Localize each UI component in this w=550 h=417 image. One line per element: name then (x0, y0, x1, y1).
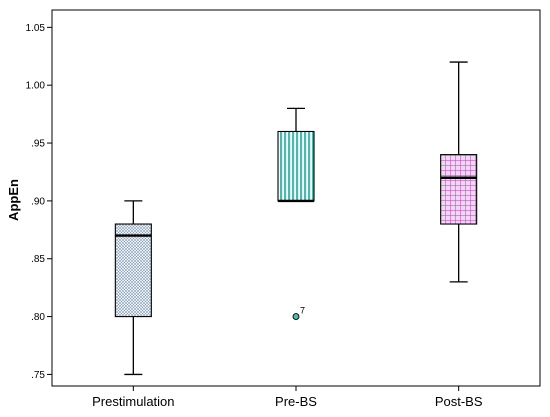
boxes-group: 7 (114, 61, 478, 376)
y-tick-label: .80 (31, 312, 45, 323)
outlier-point (292, 313, 300, 321)
x-axis: Prestimulation Pre-BS Post-BS (92, 386, 483, 409)
box-prestimulation (114, 200, 152, 376)
box-post-bs (440, 61, 478, 283)
iqr-box (114, 223, 152, 318)
iqr-box (440, 154, 478, 225)
y-tick-label: .90 (31, 196, 45, 207)
outlier-label: 7 (300, 306, 305, 316)
x-category-label: Post-BS (435, 394, 483, 409)
y-tick-label: .95 (31, 139, 45, 150)
y-axis: .75 .80 .85 .90 .95 1.00 1.05 (26, 23, 52, 381)
y-tick-label: .75 (31, 370, 45, 381)
y-tick-label: 1.00 (26, 81, 46, 92)
box-pre-bs: 7 (277, 107, 315, 321)
y-axis-label: AppEn (6, 179, 21, 221)
x-category-label: Pre-BS (275, 394, 317, 409)
x-category-label: Prestimulation (92, 394, 174, 409)
iqr-box (277, 130, 315, 202)
y-tick-label: 1.05 (26, 23, 46, 34)
y-tick-label: .85 (31, 254, 45, 265)
